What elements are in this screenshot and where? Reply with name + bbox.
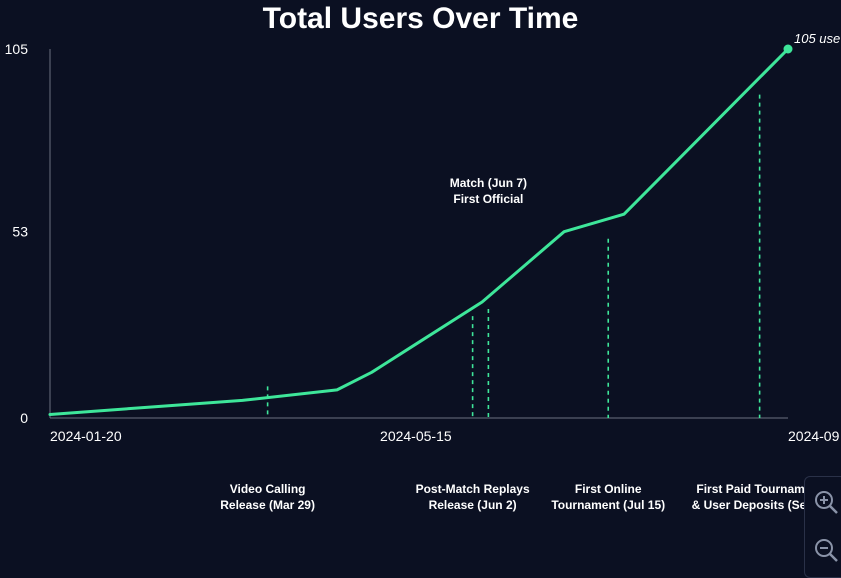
annotation-label: & User Deposits (Sep 1) xyxy=(692,498,828,512)
y-tick-label: 53 xyxy=(12,224,28,240)
zoom-in-icon[interactable] xyxy=(811,487,841,517)
annotation-label: Video Calling xyxy=(230,482,306,496)
end-point xyxy=(783,44,793,54)
x-tick-label: 2024-09 xyxy=(788,428,840,444)
zoom-out-icon[interactable] xyxy=(811,535,841,565)
annotation-label: Match (Jun 7) xyxy=(450,176,527,190)
annotation-label: First Online xyxy=(575,482,642,496)
x-tick-label: 2024-01-20 xyxy=(50,428,122,444)
annotation-label: Release (Mar 29) xyxy=(220,498,315,512)
annotation-label: First Official xyxy=(453,192,523,206)
zoom-controls xyxy=(804,476,841,578)
y-tick-label: 0 xyxy=(20,410,28,426)
end-value-label: 105 use xyxy=(794,31,840,46)
x-tick-label: 2024-05-15 xyxy=(380,428,452,444)
series-line xyxy=(48,47,790,416)
y-tick-label: 105 xyxy=(5,41,29,57)
annotation-label: Tournament (Jul 15) xyxy=(551,498,665,512)
annotation-label: Release (Jun 2) xyxy=(429,498,517,512)
annotation-label: First Paid Tournament xyxy=(696,482,822,496)
annotation-label: Post-Match Replays xyxy=(416,482,530,496)
chart-title: Total Users Over Time xyxy=(262,2,579,35)
